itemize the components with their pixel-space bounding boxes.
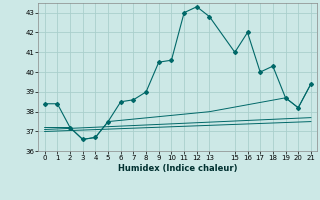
X-axis label: Humidex (Indice chaleur): Humidex (Indice chaleur) [118,164,237,173]
